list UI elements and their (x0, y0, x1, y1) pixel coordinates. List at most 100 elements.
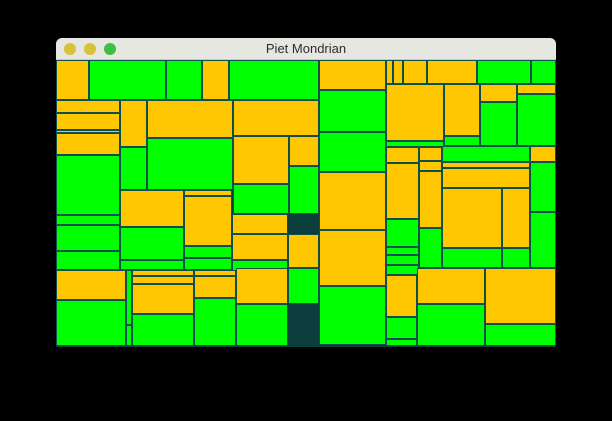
mondrian-block (386, 255, 419, 265)
mondrian-block (386, 219, 419, 247)
mondrian-block (386, 147, 419, 163)
mondrian-block (166, 60, 202, 100)
mondrian-block (386, 247, 419, 255)
mondrian-block (319, 286, 386, 345)
mondrian-block (56, 113, 120, 130)
mondrian-block (502, 248, 530, 268)
mondrian-block (147, 100, 233, 138)
mondrian-block (184, 258, 232, 270)
mondrian-block (319, 132, 386, 172)
mondrian-block (386, 317, 417, 339)
mondrian-block (120, 190, 184, 227)
mondrian-block (485, 268, 556, 324)
zoom-button[interactable] (104, 43, 116, 55)
mondrian-block (530, 212, 556, 268)
mondrian-canvas (56, 60, 556, 347)
mondrian-block (132, 276, 194, 284)
mondrian-block (480, 102, 517, 146)
mondrian-block (229, 60, 319, 100)
mondrian-block (442, 146, 530, 162)
mondrian-block (147, 138, 233, 190)
mondrian-block (386, 265, 419, 275)
mondrian-block (319, 230, 386, 286)
mondrian-block (56, 215, 120, 225)
mondrian-block (442, 162, 530, 168)
mondrian-block (184, 246, 232, 258)
mondrian-block (194, 276, 236, 298)
mondrian-block (442, 248, 502, 268)
title-bar[interactable]: Piet Mondrian (56, 38, 556, 60)
mondrian-block (417, 304, 485, 346)
mondrian-block (419, 171, 442, 228)
mondrian-block (233, 100, 319, 136)
mondrian-block (485, 324, 556, 346)
mondrian-block (502, 188, 530, 248)
mondrian-block (403, 60, 427, 84)
mondrian-block (319, 60, 386, 90)
mondrian-block (56, 130, 120, 133)
mondrian-block (393, 60, 403, 84)
app-window: Piet Mondrian (56, 38, 556, 347)
window-title: Piet Mondrian (265, 41, 347, 56)
mondrian-block (56, 155, 120, 215)
mondrian-block (236, 268, 288, 304)
mondrian-block (386, 163, 419, 219)
mondrian-block (132, 284, 194, 314)
mondrian-block (184, 190, 232, 196)
mondrian-block (194, 270, 236, 276)
mondrian-block (120, 260, 184, 270)
mondrian-block (56, 300, 126, 346)
mondrian-block (288, 268, 319, 304)
mondrian-block (480, 84, 517, 102)
mondrian-block (56, 60, 89, 100)
mondrian-block (477, 60, 531, 84)
mondrian-block (444, 84, 480, 136)
mondrian-block (202, 60, 229, 100)
mondrian-block (427, 60, 477, 84)
mondrian-block (132, 270, 194, 276)
mondrian-block (444, 136, 480, 146)
mondrian-block (419, 147, 442, 161)
mondrian-block (517, 84, 556, 94)
mondrian-block (120, 147, 147, 190)
mondrian-block (442, 168, 530, 188)
mondrian-block (417, 268, 485, 304)
mondrian-block (120, 100, 147, 147)
mondrian-block (120, 227, 184, 260)
mondrian-block (517, 94, 556, 146)
mondrian-block (419, 228, 442, 268)
mondrian-block (89, 60, 166, 100)
mondrian-block (386, 339, 417, 346)
mondrian-block (386, 141, 444, 147)
mondrian-block (132, 314, 194, 346)
mondrian-block (194, 298, 236, 346)
mondrian-block (289, 136, 319, 166)
mondrian-block (442, 188, 502, 248)
mondrian-block (184, 196, 232, 246)
mondrian-block (56, 133, 120, 155)
mondrian-block (289, 166, 319, 214)
mondrian-block (386, 275, 417, 317)
mondrian-block (56, 251, 120, 270)
mondrian-block (530, 146, 556, 162)
mondrian-block (56, 100, 120, 113)
mondrian-block (233, 136, 289, 184)
mondrian-block (530, 162, 556, 212)
mondrian-block (56, 225, 120, 251)
mondrian-block (288, 234, 319, 268)
mondrian-block (419, 161, 442, 171)
mondrian-block (232, 234, 288, 260)
close-button[interactable] (64, 43, 76, 55)
mondrian-block (319, 90, 386, 132)
mondrian-block (319, 172, 386, 230)
mondrian-block (386, 60, 393, 84)
mondrian-block (126, 325, 132, 346)
mondrian-block (56, 270, 126, 300)
mondrian-block (233, 184, 289, 214)
mondrian-block (232, 214, 288, 234)
mondrian-block (236, 304, 288, 346)
mondrian-block (531, 60, 556, 84)
mondrian-block (126, 270, 132, 325)
mondrian-block (386, 84, 444, 141)
minimize-button[interactable] (84, 43, 96, 55)
